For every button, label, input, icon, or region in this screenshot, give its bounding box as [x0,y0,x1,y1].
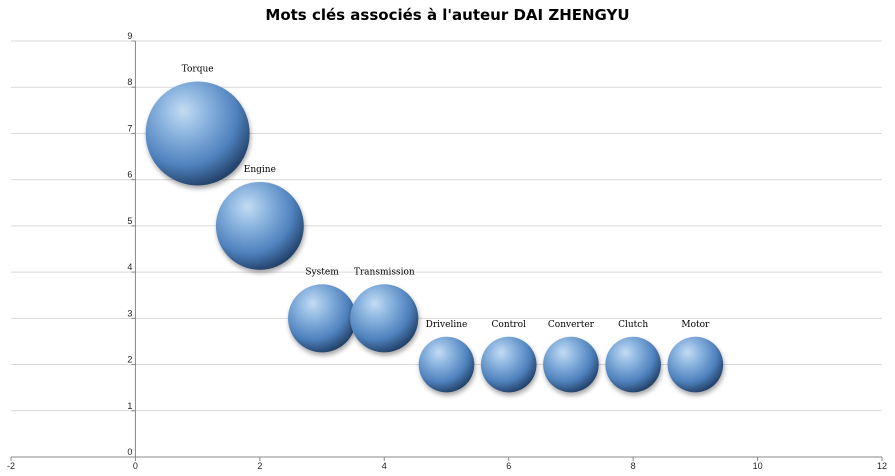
y-tick-label: 3 [127,308,132,318]
bubble-label-control: Control [492,320,526,330]
bubble-label-transmission: Transmission [354,267,415,277]
bubble-label-motor: Motor [681,320,710,330]
y-tick-label: 7 [127,123,132,133]
y-tick-label: 4 [127,262,132,272]
y-tick-label: 8 [127,77,132,87]
axes [10,40,883,461]
bubble-label-clutch: Clutch [618,320,648,330]
bubble-transmission [350,284,419,353]
bubble-label-engine: Engine [244,165,276,175]
bubble-clutch [605,336,661,393]
bubble-label-system: System [305,267,339,277]
bubble-label-driveline: Driveline [426,320,468,330]
y-tick-label: 0 [127,447,132,457]
x-tick-label: 8 [631,461,636,471]
x-tick-label: 12 [877,461,887,471]
bubble-label-converter: Converter [548,320,595,330]
bubble-labels: Torque Engine System Transmission Driveline C… [182,64,710,329]
bubble-engine [215,181,304,270]
y-tick-label: 6 [127,170,132,180]
chart-title: Mots clés associés à l'auteur DAI ZHENGY… [265,6,630,24]
x-tick-label: 6 [506,461,511,471]
bubble-converter [543,336,599,393]
bubble-system [288,284,357,353]
x-tick-label: 10 [753,461,763,471]
x-tick-label: 0 [133,461,138,471]
x-tick-label: -2 [7,461,15,471]
x-tick-label: 2 [257,461,262,471]
y-tick-label: 2 [127,355,132,365]
y-tick-label: 1 [127,401,132,411]
bubble-label-torque: Torque [182,64,214,74]
bubble-motor [667,336,724,393]
bubble-control [480,336,537,393]
y-tick-label: 9 [127,31,132,41]
bubble-torque [145,81,250,186]
y-tick-label: 5 [127,216,132,226]
x-tick-label: 4 [382,461,387,471]
bubble-driveline [418,336,475,393]
bubbles [145,81,724,393]
